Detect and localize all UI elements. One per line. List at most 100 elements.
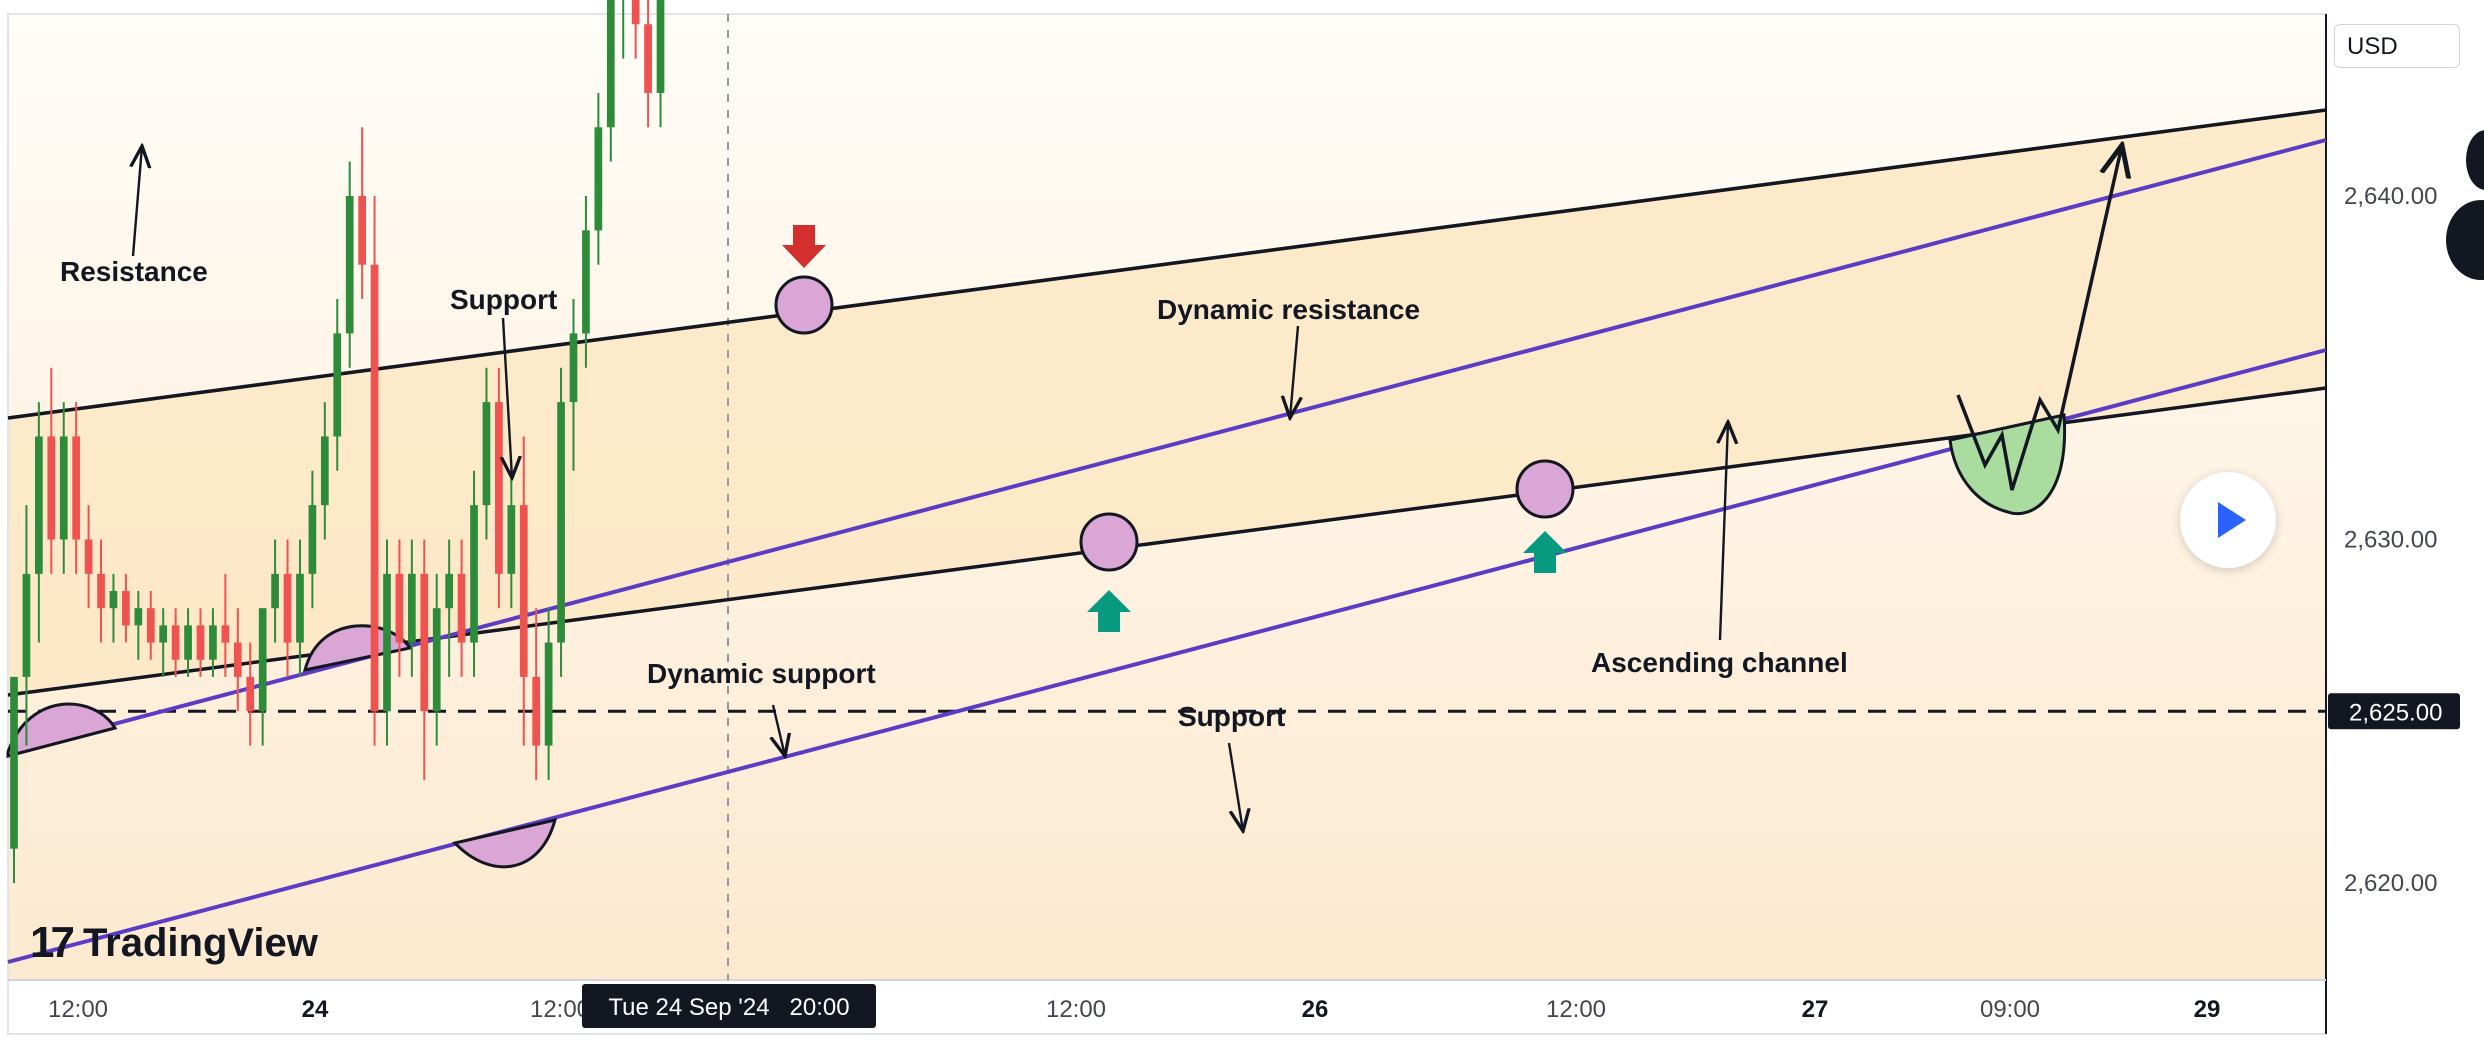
candle-body [84,539,93,574]
candle-body [557,402,565,643]
candle-body [420,573,429,712]
candle-body [395,573,404,643]
price-tags: 2,685.002,682.822,655.002,625.00 [2328,693,2460,730]
highlight-circle-low [1079,512,1139,572]
candle-body [122,591,130,626]
side-button-top[interactable] [2466,130,2484,190]
highlight-arc-bottom [452,817,558,869]
highlight-arc-left [6,702,118,758]
candle-body [370,264,379,712]
candle-body [383,573,391,712]
candle-body [146,608,155,643]
time-tick: 12:00 [1046,996,1106,1023]
crosshair-time-label: Tue 24 Sep '24 20:00 [608,994,849,1021]
candle-body [606,0,615,128]
candle-body [569,333,578,403]
candle-body [271,573,279,609]
support-top-pointer [503,317,512,478]
dynamic-support-line [7,348,2327,964]
candle-body [594,127,603,231]
candle-body [482,402,491,506]
candle-body [544,642,553,746]
candle-body [159,625,168,643]
price-tick: 2,620.00 [2344,870,2437,897]
candle-body [582,230,590,334]
candle-body [47,436,56,540]
currency-selector[interactable]: USD [2334,24,2460,68]
candle-body [432,608,441,712]
time-tick: 12:00 [1546,996,1606,1023]
dynamic-support-pointer [773,704,785,756]
tradingview-logo: 17 TradingView [30,918,318,968]
candle-body [532,676,541,746]
annotation-support-bottom: Support [1178,701,1285,732]
price-tag-bg [2328,693,2460,730]
candle-body [345,196,354,334]
candle-body [408,573,416,643]
candle-body [358,196,366,265]
candle-body [631,0,640,25]
candle-body [35,436,43,574]
logo-icon: 17 [30,918,75,967]
crosshair-time-label-bg [582,984,876,1028]
buy-arrow-icon-2 [1523,531,1567,573]
candle-body [333,333,342,437]
candle-body [97,573,105,609]
candle-body [258,608,267,712]
candle-body [10,676,18,849]
candle-body [308,505,317,574]
annotation-resistance: Resistance [60,256,208,287]
candle-body [209,625,217,660]
highlight-circle-right [1515,459,1575,519]
candle-body [495,402,503,574]
candle-body [507,505,516,574]
candle-body [246,676,255,712]
candle-body [296,573,304,643]
candle-body [171,625,180,660]
candle-body [320,436,329,506]
candle-body [221,625,230,643]
annotation-dynamic-resistance: Dynamic resistance [1157,294,1420,325]
logo-text: TradingView [82,920,318,965]
candles [10,0,665,883]
dynamic-resistance-pointer [1290,325,1298,418]
candle-body [233,642,242,677]
candle-body [644,24,652,93]
sell-arrow-icon [782,225,826,268]
ascending-channel-pointer [1720,422,1728,641]
resistance-pointer [133,146,142,257]
candle-body [196,625,205,660]
time-axis[interactable]: 12:00 24 12:00 12:00 26 12:00 27 09:00 29 [48,996,2220,1023]
projection-path [1956,145,2122,491]
time-tick: 26 [1302,996,1329,1023]
buy-arrow-icon [1087,590,1131,632]
candle-body [445,573,454,609]
play-button[interactable] [2180,472,2276,568]
candle-body [283,573,292,643]
time-tick: 09:00 [1980,996,2040,1023]
time-tick: 12:00 [530,996,590,1023]
price-axis[interactable]: 2,620.002,630.002,640.002,650.002,660.00… [2344,0,2437,897]
candle-body [134,608,143,626]
candle-body [59,436,68,540]
ascending-channel-fill [8,110,2326,695]
time-tick: 12:00 [48,996,108,1023]
time-tick: 29 [2194,996,2221,1023]
support-bottom-pointer [1227,742,1243,831]
price-tag-label: 2,625.00 [2349,699,2442,726]
annotation-support-top: Support [450,284,557,315]
candle-body [519,505,528,677]
play-icon [2218,502,2246,538]
candle-body [72,436,81,540]
candle-body [109,591,118,609]
price-tick: 2,640.00 [2344,183,2437,210]
candle-body [22,573,31,677]
time-tick: 24 [302,996,329,1023]
time-tick: 27 [1802,996,1829,1023]
price-tick: 2,630.00 [2344,527,2437,554]
channel-upper-line [7,108,2327,420]
annotation-ascending-channel: Ascending channel [1591,647,1848,678]
candle-body [457,573,466,643]
